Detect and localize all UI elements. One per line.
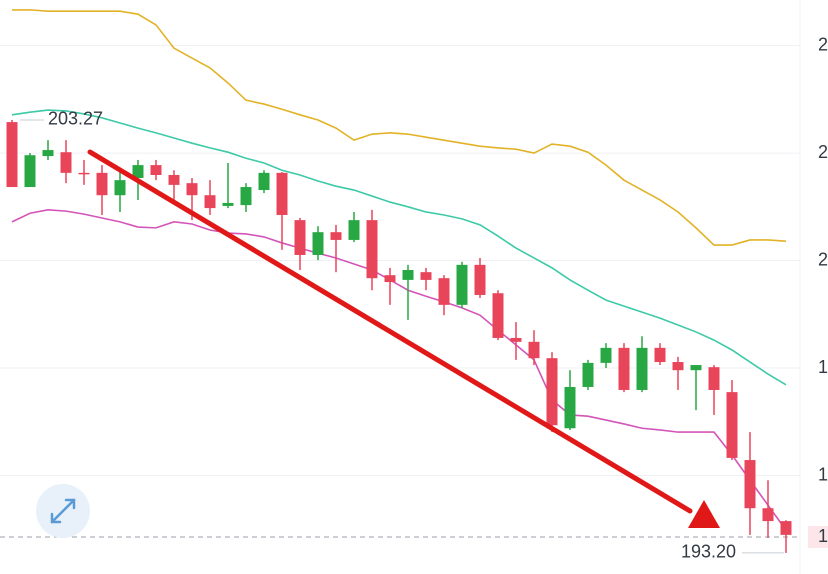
candle-body [132, 165, 144, 179]
candle-body [150, 165, 162, 175]
candle-body [600, 347, 612, 363]
candle-body [690, 365, 702, 371]
low-label: 193.20 [681, 542, 736, 562]
candle-body [456, 264, 468, 305]
candle-body [258, 172, 270, 191]
candle-body [618, 347, 630, 390]
candle-body [96, 172, 108, 196]
candle-body [204, 195, 216, 209]
candle-body [42, 150, 54, 157]
y-tick-label: 1 [818, 464, 828, 484]
candle-body [510, 337, 522, 342]
candle-body [744, 460, 756, 509]
candle-body [384, 275, 396, 283]
candle-body [636, 347, 648, 390]
candle-body [780, 521, 792, 535]
candle-body [60, 152, 72, 173]
candle-body [582, 362, 594, 387]
current-price-tag [808, 526, 828, 549]
candle-body [762, 508, 774, 522]
candle-body [564, 386, 576, 429]
band-line [11, 109, 787, 386]
y-tick-label: 1 [818, 357, 828, 377]
candle-body [186, 183, 198, 196]
candle-body [6, 122, 18, 188]
trend-arrow-shaft [87, 149, 693, 514]
candle-body [348, 220, 360, 240]
band-line [12, 9, 787, 246]
candle-body [528, 341, 540, 359]
y-tick-label: 2 [818, 249, 828, 269]
candle-body [24, 155, 36, 188]
y-tick-label: 2 [818, 34, 828, 54]
candle-body [474, 264, 486, 295]
trend-arrow-head [688, 500, 720, 528]
y-tick-label: 2 [818, 142, 828, 162]
candle-body [402, 270, 414, 280]
band-line [11, 209, 787, 531]
candle-body [492, 293, 504, 338]
candle-body [312, 232, 324, 255]
candle-body [726, 392, 738, 458]
candle-body [78, 172, 90, 175]
candle-body [672, 362, 684, 371]
candle-body [168, 174, 180, 185]
candle-body [708, 367, 720, 390]
expand-button[interactable] [36, 484, 90, 538]
candle-body [294, 220, 306, 255]
candle-body [222, 202, 234, 206]
current-price-label: 1 [818, 526, 828, 546]
expand-icon[interactable] [50, 498, 76, 524]
candle-body [240, 187, 252, 206]
candle-body [330, 232, 342, 240]
candle-body [114, 180, 126, 196]
candle-body [276, 172, 288, 215]
candle-body [366, 220, 378, 279]
candle-body [654, 347, 666, 363]
candle-body [546, 358, 558, 426]
candle-body [438, 278, 450, 305]
high-label: 203.27 [48, 109, 103, 129]
candle-body [420, 272, 432, 280]
